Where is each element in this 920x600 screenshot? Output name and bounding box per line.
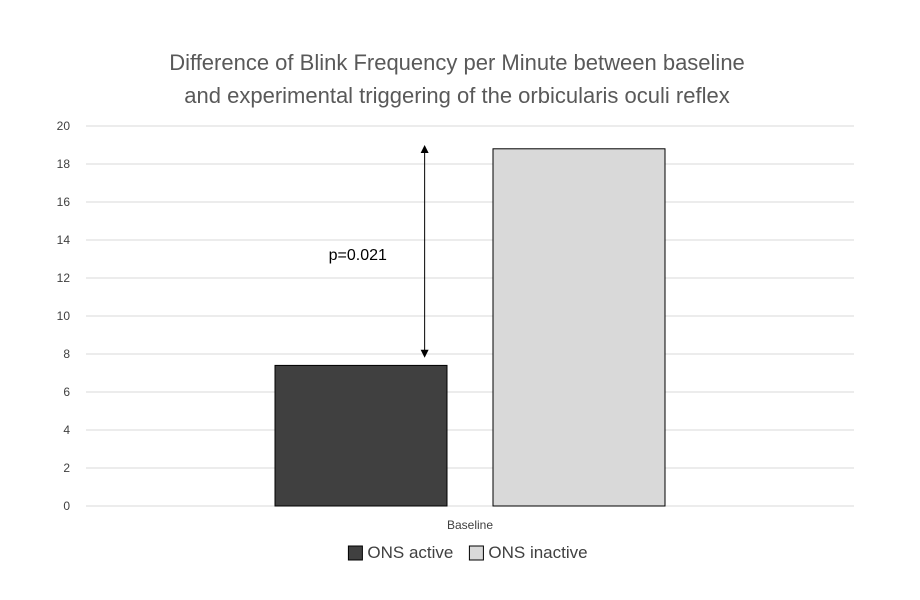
legend-swatch-ons-active	[347, 545, 363, 561]
legend-label: ONS active	[367, 543, 453, 562]
chart-title-line-2: and experimental triggering of the orbic…	[184, 83, 729, 108]
legend-swatch-ons-inactive	[468, 545, 484, 561]
p-value-label: p=0.021	[329, 247, 387, 264]
annotation-arrowhead-bottom	[420, 349, 429, 358]
legend-label: ONS inactive	[488, 543, 587, 562]
bars	[274, 148, 666, 507]
legend: ONS active ONS inactive	[347, 543, 588, 562]
bar-ons-inactive	[492, 148, 666, 507]
y-tick-label: 20	[57, 119, 71, 133]
y-tick-label: 18	[57, 157, 71, 171]
y-tick-label: 2	[63, 461, 70, 475]
y-tick-label: 6	[63, 385, 70, 399]
x-category-label: Baseline	[447, 518, 493, 532]
chart-title-line-1: Difference of Blink Frequency per Minute…	[169, 50, 745, 75]
y-tick-label: 12	[57, 271, 71, 285]
y-tick-label: 0	[63, 499, 70, 513]
y-axis-ticks: 0 2 4 6 8 10 12 14 16 18 20	[57, 119, 71, 513]
x-axis-categories: Baseline	[447, 518, 493, 532]
annotation-arrowhead-top	[420, 145, 429, 153]
y-tick-label: 8	[63, 347, 70, 361]
bar-ons-active	[274, 364, 448, 507]
y-tick-label: 4	[63, 423, 70, 437]
significance-annotation: p=0.021	[329, 145, 429, 358]
y-tick-label: 14	[57, 233, 71, 247]
y-tick-label: 10	[57, 309, 71, 323]
gridlines	[86, 125, 854, 507]
y-tick-label: 16	[57, 195, 71, 209]
